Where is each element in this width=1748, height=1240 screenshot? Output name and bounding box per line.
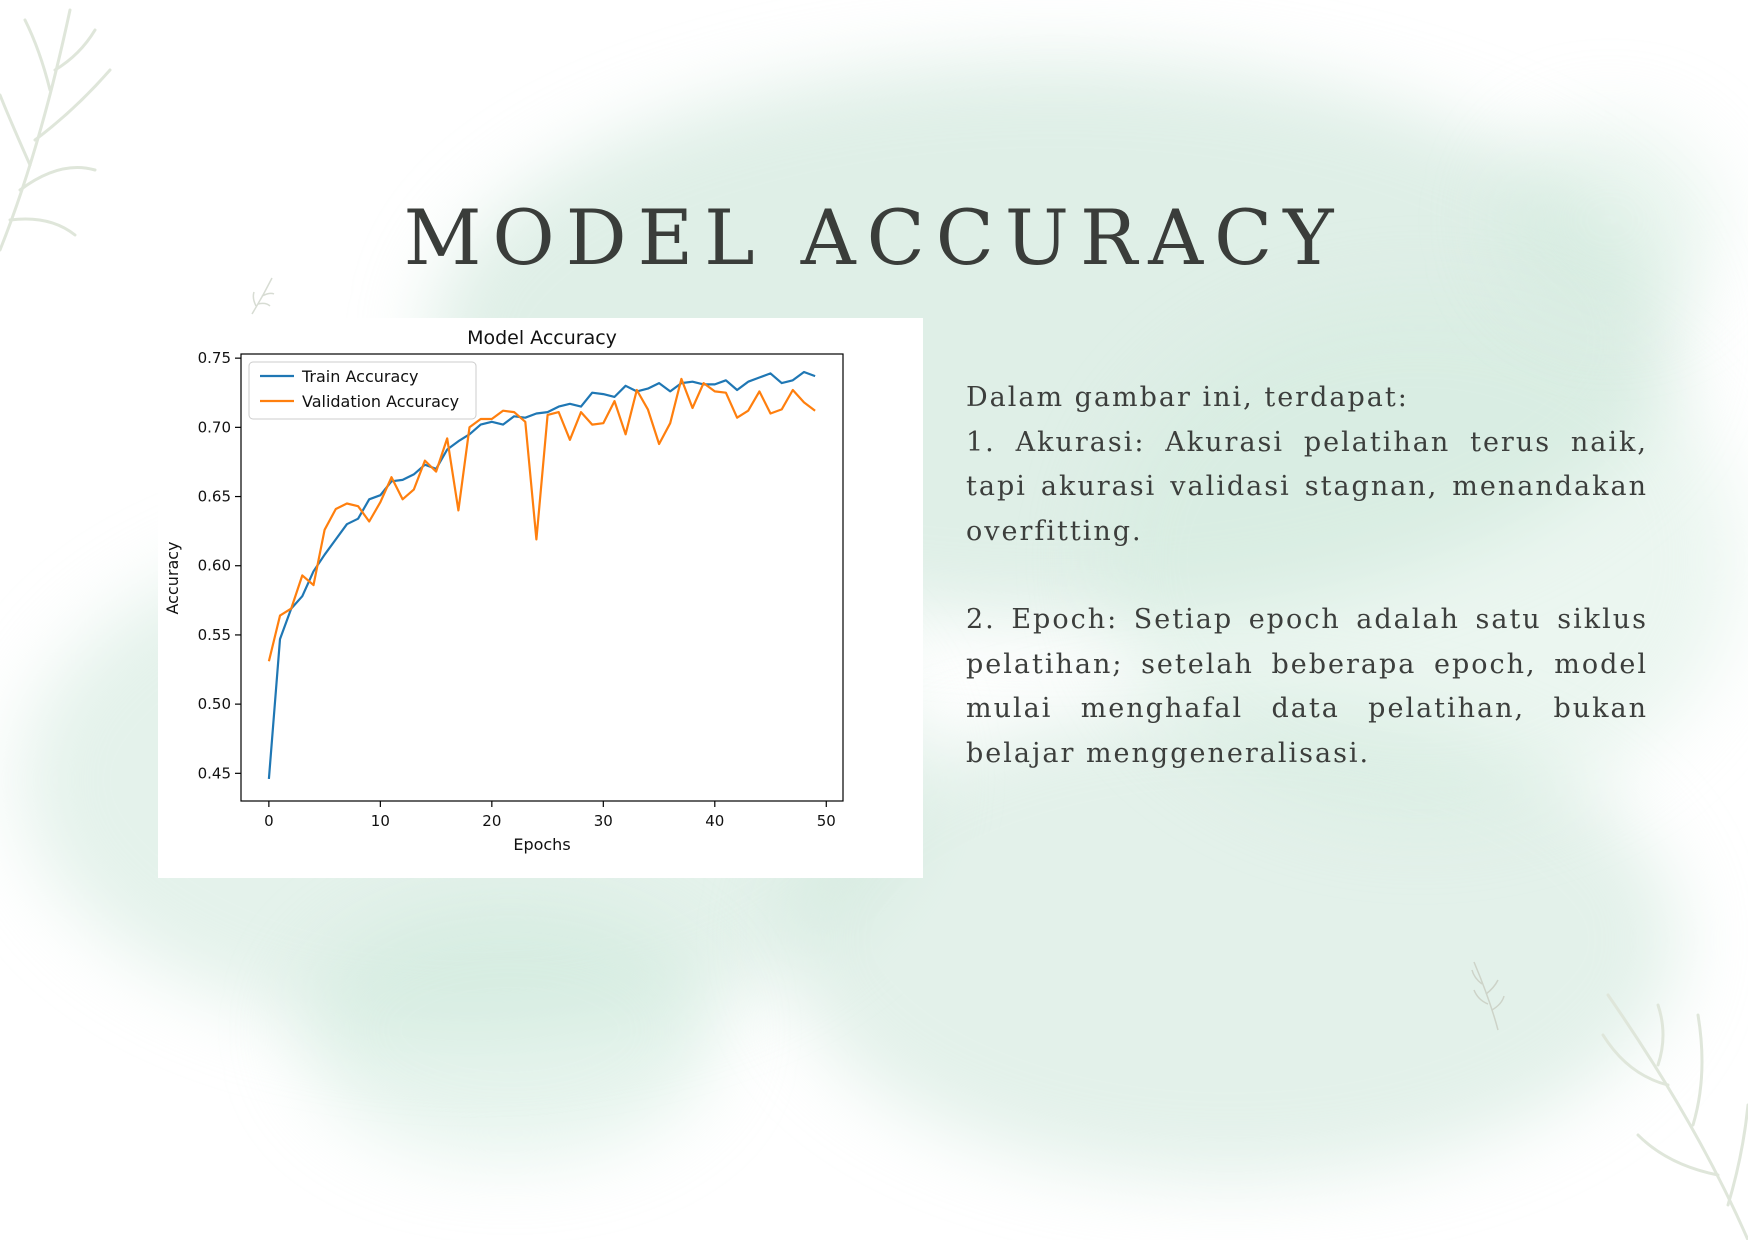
plot-area xyxy=(240,353,844,802)
chart-title: Model Accuracy xyxy=(467,327,617,349)
y-tick-label: 0.75 xyxy=(198,349,231,367)
accuracy-chart: Model Accuracy Epochs Accuracy 0 10 20 30 40… xyxy=(163,327,844,854)
legend-label-train: Train Accuracy xyxy=(301,367,419,386)
point-accuracy: 1. Akurasi: Akurasi pelatihan terus naik… xyxy=(966,426,1648,547)
y-axis-label: Accuracy xyxy=(163,541,182,614)
small-leaf-icon xyxy=(251,277,275,315)
x-tick-label: 40 xyxy=(705,812,724,830)
validation-accuracy-line xyxy=(267,377,816,662)
train-accuracy-line xyxy=(267,370,816,779)
chart-legend: Train Accuracy Validation Accuracy xyxy=(248,361,477,420)
x-tick-label: 10 xyxy=(371,812,390,830)
x-tick-label: 0 xyxy=(264,812,274,830)
legend-label-validation: Validation Accuracy xyxy=(302,392,459,411)
x-tick-label: 30 xyxy=(594,812,613,830)
chart-panel: Model Accuracy Epochs Accuracy 0 10 20 30 40… xyxy=(158,318,923,878)
legend-box xyxy=(248,361,477,420)
small-leaf-icon xyxy=(1471,961,1505,1031)
watercolor-wash xyxy=(300,900,720,1160)
y-tick-label: 0.70 xyxy=(198,418,231,436)
explanation-text: Dalam gambar ini, terdapat: 1. Akurasi: … xyxy=(966,376,1648,776)
x-axis-label: Epochs xyxy=(513,835,570,854)
y-tick-label: 0.50 xyxy=(198,695,231,713)
point-epoch: 2. Epoch: Setiap epoch adalah satu siklu… xyxy=(966,604,1648,769)
leaf-sprig-icon xyxy=(1601,993,1748,1240)
y-tick-label: 0.65 xyxy=(198,488,231,506)
intro-text: Dalam gambar ini, terdapat: xyxy=(966,382,1409,413)
y-tick-label: 0.55 xyxy=(198,626,231,644)
y-tick-label: 0.45 xyxy=(198,764,231,782)
page-title: MODEL ACCURACY xyxy=(403,193,1345,282)
x-tick-label: 50 xyxy=(817,812,836,830)
x-tick-label: 20 xyxy=(482,812,501,830)
y-tick-label: 0.60 xyxy=(198,557,231,575)
